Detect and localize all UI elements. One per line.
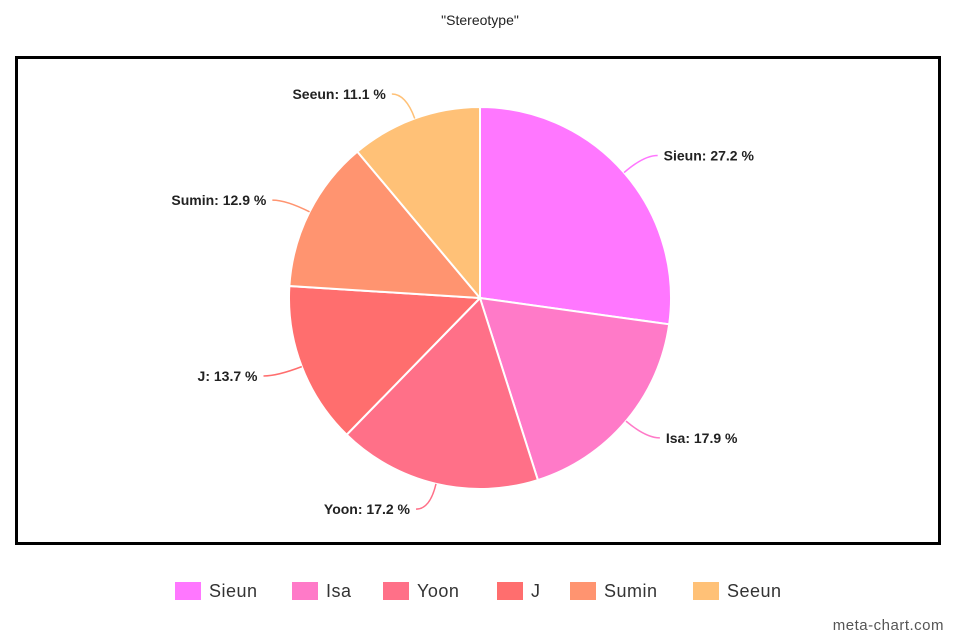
pie-slice-sieun[interactable] <box>479 105 672 326</box>
legend-item-isa[interactable]: Isa <box>292 577 352 605</box>
leader-line-isa <box>625 420 660 439</box>
watermark: meta-chart.com <box>832 617 944 634</box>
legend: Sieun Isa Yoon J Sumin Seeun <box>0 577 960 605</box>
legend-item-sieun[interactable]: Sieun <box>175 577 258 605</box>
pie-slice-j[interactable] <box>288 284 483 437</box>
legend-label-seeun: Seeun <box>727 580 782 601</box>
slice-label-sieun: Sieun: 27.2 % <box>664 148 755 164</box>
legend-item-seeun[interactable]: Seeun <box>693 577 782 605</box>
legend-swatch-seeun <box>693 582 719 600</box>
slice-label-isa: Isa: 17.9 % <box>666 430 738 446</box>
chart-title: "Stereotype" <box>441 12 519 28</box>
pie-slice-sumin[interactable] <box>288 150 483 300</box>
legend-item-yoon[interactable]: Yoon <box>383 577 459 605</box>
pie-slice-isa[interactable] <box>478 296 671 482</box>
legend-swatch-j <box>497 582 523 600</box>
legend-label-j: J <box>531 580 541 601</box>
legend-label-yoon: Yoon <box>417 580 460 601</box>
leader-line-sumin <box>272 199 310 213</box>
slice-label-yoon: Yoon: 17.2 % <box>324 501 411 517</box>
slice-label-sumin: Sumin: 12.9 % <box>171 192 266 208</box>
legend-swatch-sumin <box>570 582 596 600</box>
leader-line-j <box>263 365 303 377</box>
leader-line-yoon <box>415 483 437 510</box>
slice-label-seeun: Seeun: 11.1 % <box>292 86 386 102</box>
legend-label-sumin: Sumin <box>604 580 658 601</box>
legend-label-sieun: Sieun <box>209 580 258 601</box>
legend-label-isa: Isa <box>326 580 352 601</box>
pie-slice-seeun[interactable] <box>355 105 481 301</box>
legend-item-sumin[interactable]: Sumin <box>570 577 658 605</box>
legend-swatch-isa <box>292 582 318 600</box>
plot-frame <box>15 56 941 545</box>
slice-label-j: J: 13.7 % <box>198 368 258 384</box>
leader-line-sieun <box>623 154 658 174</box>
legend-swatch-sieun <box>175 582 201 600</box>
legend-item-j[interactable]: J <box>497 577 541 605</box>
leader-line-seeun <box>391 93 416 119</box>
legend-swatch-yoon <box>383 582 409 600</box>
